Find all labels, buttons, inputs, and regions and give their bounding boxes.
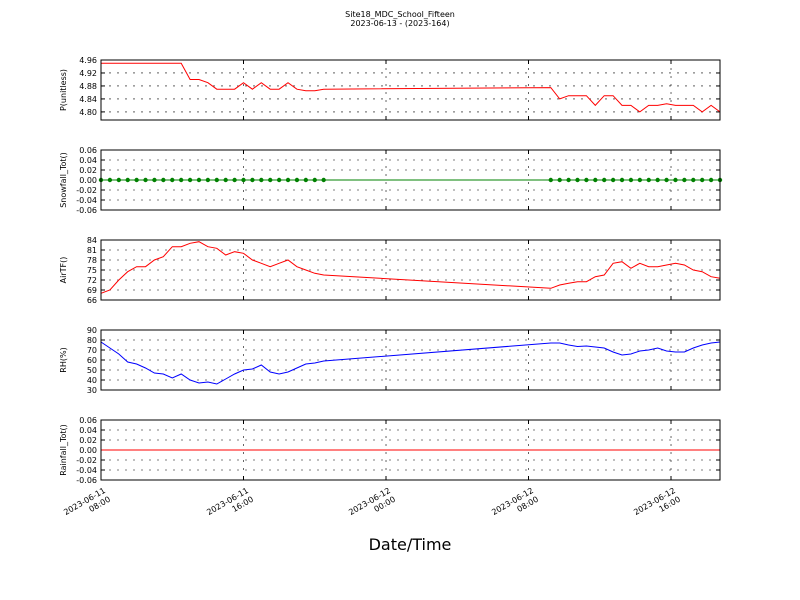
y-tick-label: 4.88 (79, 82, 97, 91)
data-point (143, 177, 148, 183)
y-tick-label: 78 (87, 256, 97, 265)
y-tick-label: 40 (87, 376, 97, 385)
data-point (161, 177, 166, 183)
data-point (655, 177, 660, 183)
y-tick-label: 75 (87, 266, 97, 275)
data-line (100, 241, 721, 294)
y-tick-label: 4.92 (79, 69, 97, 78)
data-point (602, 177, 607, 183)
y-tick-label: -0.04 (76, 196, 97, 205)
y-tick-label: 0.02 (79, 166, 97, 175)
plot-frame (100, 239, 721, 301)
data-point (170, 177, 175, 183)
data-point (268, 177, 273, 183)
data-point (566, 177, 571, 183)
data-point (682, 177, 687, 183)
plot-frame (100, 419, 721, 481)
y-tick-label: 69 (87, 286, 97, 295)
y-tick-label: -0.04 (76, 466, 97, 475)
data-point (223, 177, 228, 183)
y-tick-label: 4.96 (79, 56, 97, 65)
data-point (259, 177, 264, 183)
data-point (708, 177, 714, 183)
y-tick-label: 72 (87, 276, 97, 285)
y-tick-label: 4.80 (79, 108, 97, 117)
data-point (321, 177, 326, 183)
data-point (673, 177, 678, 183)
y-tick-label: 0.04 (79, 426, 97, 435)
data-point (575, 177, 580, 183)
data-point (134, 177, 139, 183)
data-point (285, 177, 291, 183)
y-tick-label: -0.06 (76, 476, 97, 485)
y-tick-label: -0.02 (76, 186, 97, 195)
data-point (125, 177, 130, 183)
y-tick-label: 0.02 (79, 436, 97, 445)
chart-subtitle: 2023-06-13 - (2023-164) (350, 19, 449, 28)
data-point (294, 177, 300, 183)
data-point (584, 177, 589, 183)
data-point (610, 177, 616, 183)
data-point (303, 177, 309, 183)
plot-frame (100, 149, 721, 211)
y-tick-label: -0.02 (76, 456, 97, 465)
data-point (241, 177, 246, 183)
data-point (232, 177, 237, 183)
y-tick-label: 70 (87, 346, 97, 355)
y-tick-label: 0.06 (79, 416, 97, 425)
data-point (548, 177, 553, 183)
data-line (101, 62, 721, 113)
data-point (205, 177, 211, 183)
data-point (152, 177, 157, 183)
data-point (691, 177, 696, 183)
y-tick-label: 90 (87, 326, 97, 335)
y-tick-label: 0.00 (79, 176, 97, 185)
y-axis-label: P(unitless) (59, 69, 68, 111)
chart-title: Site18_MDC_School_Fifteen (345, 10, 455, 19)
data-point (593, 177, 598, 183)
data-point (312, 177, 317, 183)
y-tick-label: 50 (87, 366, 97, 375)
data-point (178, 177, 184, 183)
data-point (628, 177, 634, 183)
data-point (196, 177, 202, 183)
y-tick-label: 84 (87, 236, 97, 245)
y-axis-label: AirTF() (59, 257, 68, 284)
y-tick-label: 80 (87, 336, 97, 345)
x-axis-label: Date/Time (369, 535, 452, 554)
data-point (250, 177, 255, 183)
data-point (187, 177, 193, 183)
y-tick-label: 0.06 (79, 146, 97, 155)
y-tick-label: 4.84 (79, 95, 97, 104)
data-point (107, 177, 113, 183)
y-tick-label: 30 (87, 386, 97, 395)
plot-frame (100, 59, 721, 121)
y-tick-label: 60 (87, 356, 97, 365)
data-point (276, 177, 282, 183)
y-tick-label: 0.00 (79, 446, 97, 455)
y-tick-label: -0.06 (76, 206, 97, 215)
plot-frame (100, 329, 721, 391)
data-point (619, 177, 625, 183)
y-tick-label: 66 (87, 296, 97, 305)
data-point (699, 177, 705, 183)
data-point (664, 177, 669, 183)
y-axis-label: RH(%) (59, 347, 68, 372)
y-axis-label: Rainfall_Tot() (59, 424, 68, 476)
y-axis-label: Snowfall_Tot() (59, 152, 68, 208)
y-tick-label: 0.04 (79, 156, 97, 165)
data-point (557, 177, 562, 183)
data-point (116, 177, 122, 183)
data-point (646, 177, 651, 183)
data-point (214, 177, 219, 183)
data-line (100, 341, 721, 385)
data-point (637, 177, 643, 183)
y-tick-label: 81 (87, 246, 97, 255)
